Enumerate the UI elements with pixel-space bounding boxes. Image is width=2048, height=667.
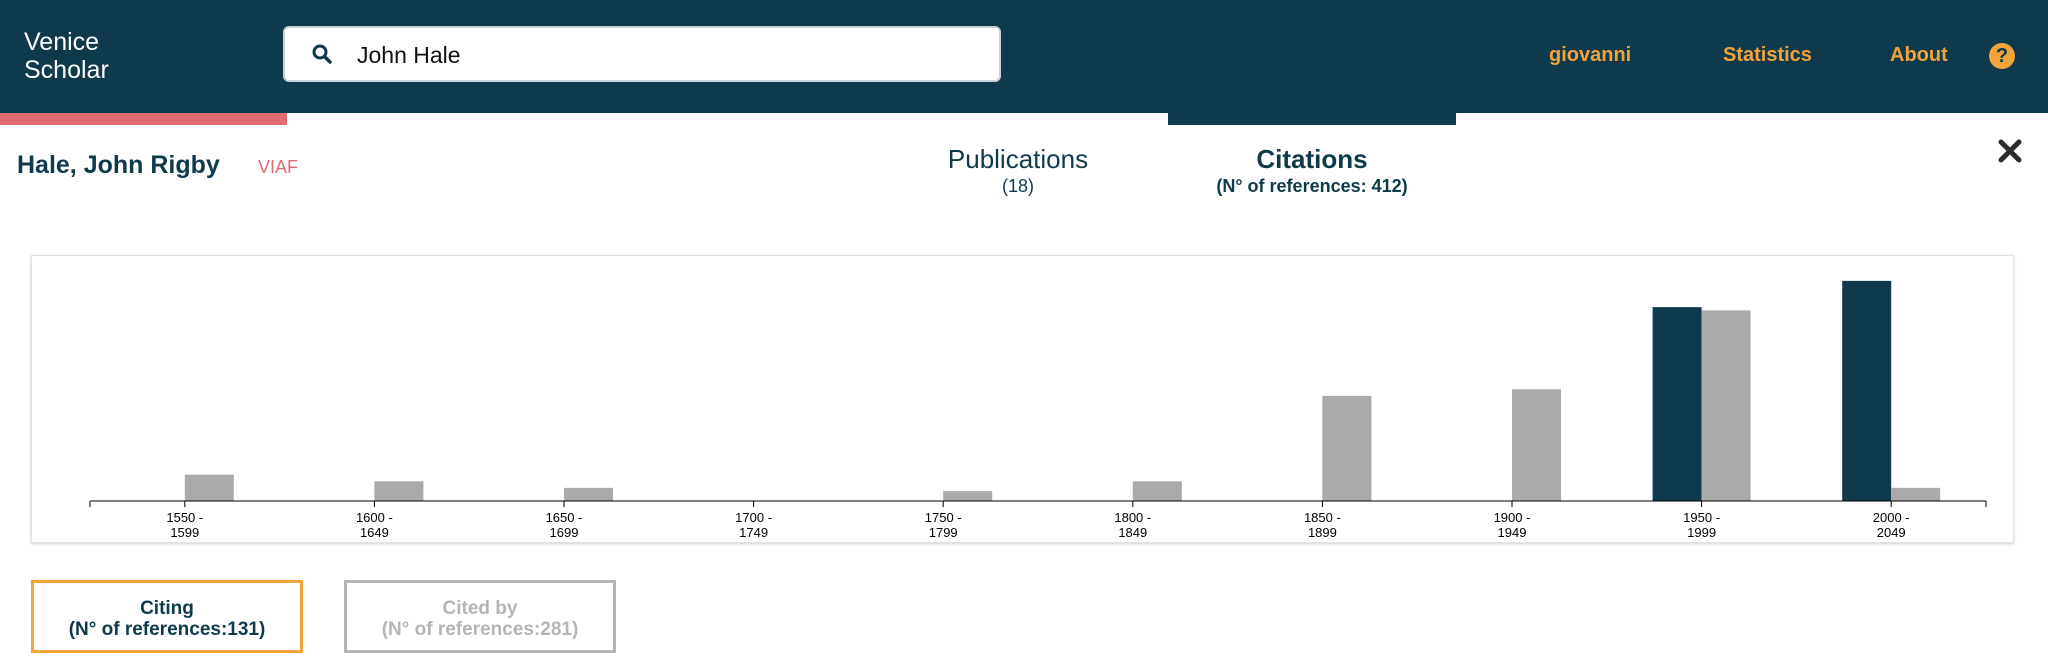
chart-bar — [943, 491, 993, 501]
cited-by-label: Cited by — [442, 598, 518, 619]
statistics-link[interactable]: Statistics — [1723, 44, 1812, 66]
brand-line-1: Venice — [24, 28, 100, 56]
x-tick-label: 1750 -1799 — [925, 510, 962, 540]
search-input[interactable] — [357, 38, 977, 72]
close-icon[interactable] — [1995, 136, 2025, 166]
chart-bar — [1132, 481, 1182, 501]
chart-bar — [564, 487, 613, 501]
chart-bar — [374, 481, 424, 501]
chart-bar — [1842, 280, 1892, 501]
x-tick-label: 1950 -1999 — [1683, 510, 1720, 540]
app-logo[interactable]: Venice Scholar — [24, 28, 109, 84]
x-tick-label: 1600 -1649 — [356, 510, 393, 540]
chart-bar — [1512, 389, 1561, 501]
x-tick-label: 1900 -1949 — [1494, 510, 1531, 540]
chart-bar — [1891, 487, 1941, 501]
cited-by-count: (N° of references:281) — [381, 619, 579, 640]
x-tick-label: 1700 -1749 — [735, 510, 772, 540]
tab-citations[interactable]: Citations (N° of references: 412) — [1168, 144, 1456, 198]
x-tick-label: 1650 -1699 — [546, 510, 583, 540]
search-icon[interactable] — [311, 43, 333, 65]
chart-svg: 1550 -1599 1600 -1649 1650 -1699 1700 -1749… — [89, 280, 1987, 540]
x-tick-label: 1800 -1849 — [1114, 510, 1151, 540]
author-name: Hale, John Rigby — [17, 151, 220, 179]
x-tick-label: 1550 -1599 — [166, 510, 203, 540]
cited-by-filter-button[interactable]: Cited by (N° of references:281) — [344, 580, 616, 653]
x-tick-label: 1850 -1899 — [1304, 510, 1341, 540]
brand-line-2: Scholar — [24, 56, 109, 84]
tab-publications-count: (18) — [1001, 176, 1034, 196]
user-menu-link[interactable]: giovanni — [1549, 44, 1632, 66]
tab-publications[interactable]: Publications (18) — [900, 144, 1136, 198]
citing-count: (N° of references:131) — [68, 619, 266, 640]
citing-label: Citing — [140, 598, 194, 619]
tab-citations-count: (N° of references: 412) — [1216, 176, 1408, 196]
help-icon[interactable]: ? — [1989, 43, 2015, 69]
active-tab-indicator — [1168, 113, 1456, 125]
loading-progress-bar — [0, 113, 287, 125]
chart-bar — [1701, 310, 1751, 501]
chart-bar — [1322, 395, 1372, 501]
viaf-link[interactable]: VIAF — [258, 157, 299, 177]
about-link[interactable]: About — [1890, 44, 1948, 66]
x-tick-label: 2000 -2049 — [1873, 510, 1910, 540]
citing-filter-button[interactable]: Citing (N° of references:131) — [31, 580, 303, 653]
tab-citations-title: Citations — [1256, 144, 1368, 174]
tab-publications-title: Publications — [947, 144, 1089, 174]
chart-bar — [1652, 307, 1702, 501]
chart-bar — [184, 474, 234, 501]
top-navbar: Venice Scholar giovanni Statistics About… — [0, 0, 2048, 113]
search-box — [283, 26, 1001, 82]
citations-chart: 1550 -1599 1600 -1649 1650 -1699 1700 -1749… — [31, 255, 2014, 543]
